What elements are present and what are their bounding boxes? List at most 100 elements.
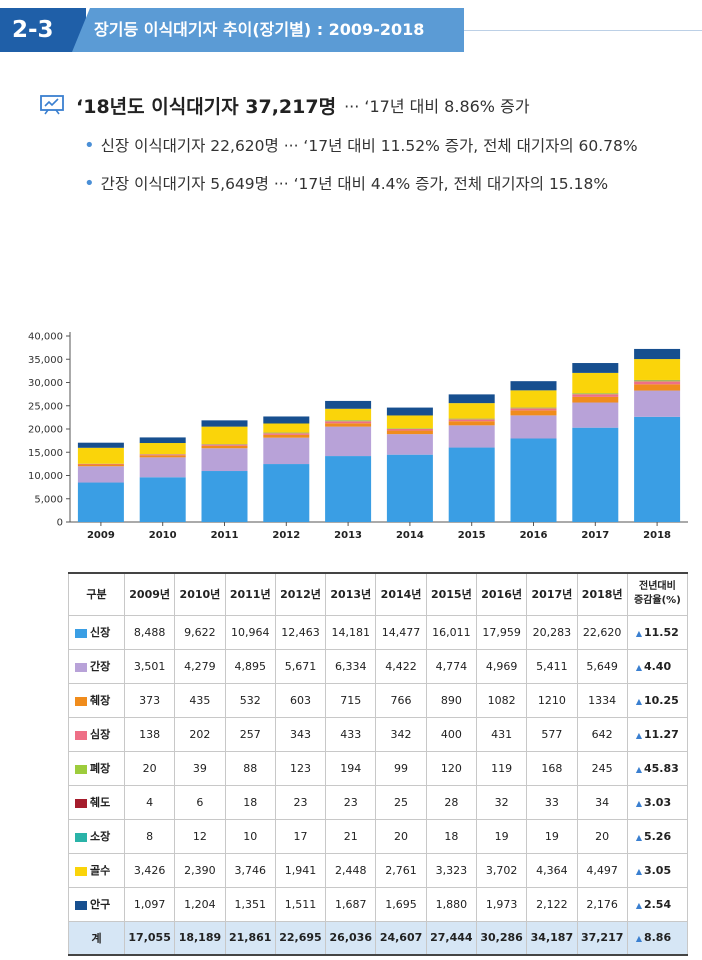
table-cell: 10 — [224, 818, 276, 854]
bar-segment-심장-2015 — [448, 419, 495, 422]
change-cell: ▲ 3.05 — [626, 852, 689, 888]
y-tick-label: 0 — [57, 518, 63, 529]
table-row: 췌도 4 6 18 23 23 25 28 32 33 34 ▲ 3.03 — [68, 784, 689, 820]
row-label: 췌도 — [90, 796, 111, 809]
table-cell: 20 — [576, 818, 628, 854]
table-cell: 33 — [526, 784, 578, 820]
table-cell: 20 — [123, 750, 176, 786]
summary-bullet: • 간장 이식대기자 5,649명 ··· ‘17년 대비 4.4% 증가, 전… — [84, 168, 690, 198]
x-tick-label: 2014 — [396, 530, 424, 541]
up-triangle-icon: ▲ — [635, 900, 642, 910]
row-category: 간장 — [68, 648, 125, 684]
table-cell: 17 — [274, 818, 327, 854]
table-cell: 119 — [475, 750, 528, 786]
y-tick-label: 25,000 — [28, 401, 63, 412]
bar-segment-췌장-2014 — [386, 430, 433, 435]
table-cell: 642 — [576, 716, 628, 752]
header-change-line2: 증감율(%) — [634, 595, 681, 607]
total-cell: 17,055 — [123, 920, 176, 956]
bar-segment-골수-2013 — [325, 408, 372, 421]
table-cell: 3,746 — [224, 852, 276, 888]
up-triangle-icon: ▲ — [635, 628, 642, 638]
chart-canvas: 0 5,000 10,000 15,000 20,000 25,000 30,000 35,0… — [28, 332, 688, 541]
x-tick-label: 2013 — [334, 530, 362, 541]
table-cell: 14,181 — [325, 614, 377, 650]
table-cell: 22,620 — [576, 614, 628, 650]
table-cell: 12,463 — [274, 614, 327, 650]
bar-segment-폐장-2012 — [263, 432, 310, 434]
table-row: 간장 3,501 4,279 4,895 5,671 6,334 4,422 4,774 4,9… — [68, 648, 689, 684]
table-cell: 5,411 — [526, 648, 578, 684]
row-category: 폐장 — [68, 750, 125, 786]
table-row: 폐장 20 39 88 123 194 99 120 119 168 245 ▲ 45.83 — [68, 750, 689, 786]
table-cell: 2,176 — [576, 886, 628, 922]
table-cell: 4,969 — [475, 648, 528, 684]
table-cell: 14,477 — [375, 614, 427, 650]
header-cell: 구분 — [68, 572, 125, 616]
legend-swatch — [75, 866, 87, 876]
bar-segment-간장-2016 — [510, 415, 557, 439]
data-table: 구분 2009년 2010년 2011년 2012년 2013년 2014년 2… — [68, 572, 689, 956]
bar-segment-췌장-2013 — [325, 423, 372, 427]
summary-headline: ‘18년도 이식대기자 37,217명 ··· ‘17년 대비 8.86% 증가 — [40, 88, 690, 122]
bar-segment-안구-2015 — [448, 394, 495, 404]
table-cell: 23 — [274, 784, 327, 820]
table-cell: 257 — [224, 716, 276, 752]
table-cell: 194 — [325, 750, 377, 786]
y-tick-label: 10,000 — [28, 471, 63, 482]
section-title: 장기등 이식대기자 추이(장기별) : 2009-2018 — [94, 20, 425, 39]
change-cell: ▲ 11.52 — [626, 614, 689, 650]
up-triangle-icon: ▲ — [635, 696, 642, 706]
header-cell: 2012년 — [274, 572, 327, 616]
bar-segment-안구-2011 — [201, 420, 248, 427]
bar-segment-심장-2011 — [201, 444, 248, 446]
legend-swatch — [75, 900, 87, 910]
bar-segment-심장-2014 — [386, 428, 433, 431]
header-cell: 2018년 — [576, 572, 628, 616]
bar-segment-간장-2014 — [386, 434, 433, 455]
table-total-row: 계 17,055 18,189 21,861 22,695 26,036 24,607 27,… — [68, 920, 689, 956]
bar-segment-골수-2015 — [448, 403, 495, 419]
table-cell: 3,501 — [123, 648, 176, 684]
table-cell: 373 — [123, 682, 176, 718]
bar-segment-신장-2018 — [634, 416, 681, 522]
table-cell: 20 — [375, 818, 427, 854]
bar-segment-신장-2011 — [201, 471, 248, 522]
table-cell: 120 — [425, 750, 477, 786]
table-cell: 1,973 — [475, 886, 528, 922]
total-cell: 22,695 — [274, 920, 327, 956]
header-change-line1: 전년대비 — [639, 581, 676, 593]
table-cell: 245 — [576, 750, 628, 786]
y-tick-label: 35,000 — [28, 355, 63, 366]
header-rule — [464, 30, 702, 31]
up-triangle-icon: ▲ — [635, 832, 642, 842]
table-row: 소장 8 12 10 17 21 20 18 19 19 20 ▲ 5.26 — [68, 818, 689, 854]
bar-segment-골수-2012 — [263, 423, 310, 433]
table-cell: 1,941 — [274, 852, 327, 888]
table-cell: 8 — [123, 818, 176, 854]
bar-segment-췌장-2009 — [77, 464, 124, 467]
bar-segment-췌장-2018 — [634, 384, 681, 391]
header-cell: 2011년 — [224, 572, 276, 616]
legend-swatch — [75, 832, 87, 842]
y-tick-label: 30,000 — [28, 378, 63, 389]
legend-swatch — [75, 696, 87, 706]
table-cell: 23 — [325, 784, 377, 820]
table-cell: 4,895 — [224, 648, 276, 684]
total-change-cell: ▲ 8.86 — [626, 920, 689, 956]
up-triangle-icon: ▲ — [635, 934, 642, 944]
header-cell: 2009년 — [123, 572, 176, 616]
total-change-value: 8.86 — [643, 931, 672, 945]
table-cell: 88 — [224, 750, 276, 786]
bar-segment-골수-2017 — [572, 372, 619, 394]
bar-segment-간장-2013 — [325, 426, 372, 457]
table-cell: 18 — [224, 784, 276, 820]
table-cell: 6 — [174, 784, 226, 820]
table-cell: 19 — [526, 818, 578, 854]
table-cell: 342 — [375, 716, 427, 752]
header-cell: 2010년 — [174, 572, 226, 616]
total-cell: 21,861 — [224, 920, 276, 956]
bar-segment-신장-2013 — [325, 456, 372, 522]
total-cell: 18,189 — [174, 920, 226, 956]
bar-segment-심장-2016 — [510, 408, 557, 411]
